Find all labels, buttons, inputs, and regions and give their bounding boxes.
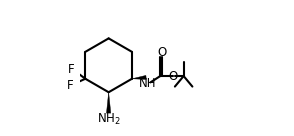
- Text: F: F: [68, 63, 75, 76]
- Text: NH$_2$: NH$_2$: [97, 112, 121, 127]
- Text: O: O: [157, 46, 166, 59]
- Polygon shape: [132, 75, 146, 79]
- Text: NH: NH: [139, 77, 156, 90]
- Polygon shape: [106, 92, 111, 113]
- Text: O: O: [169, 70, 178, 83]
- Text: F: F: [67, 79, 74, 92]
